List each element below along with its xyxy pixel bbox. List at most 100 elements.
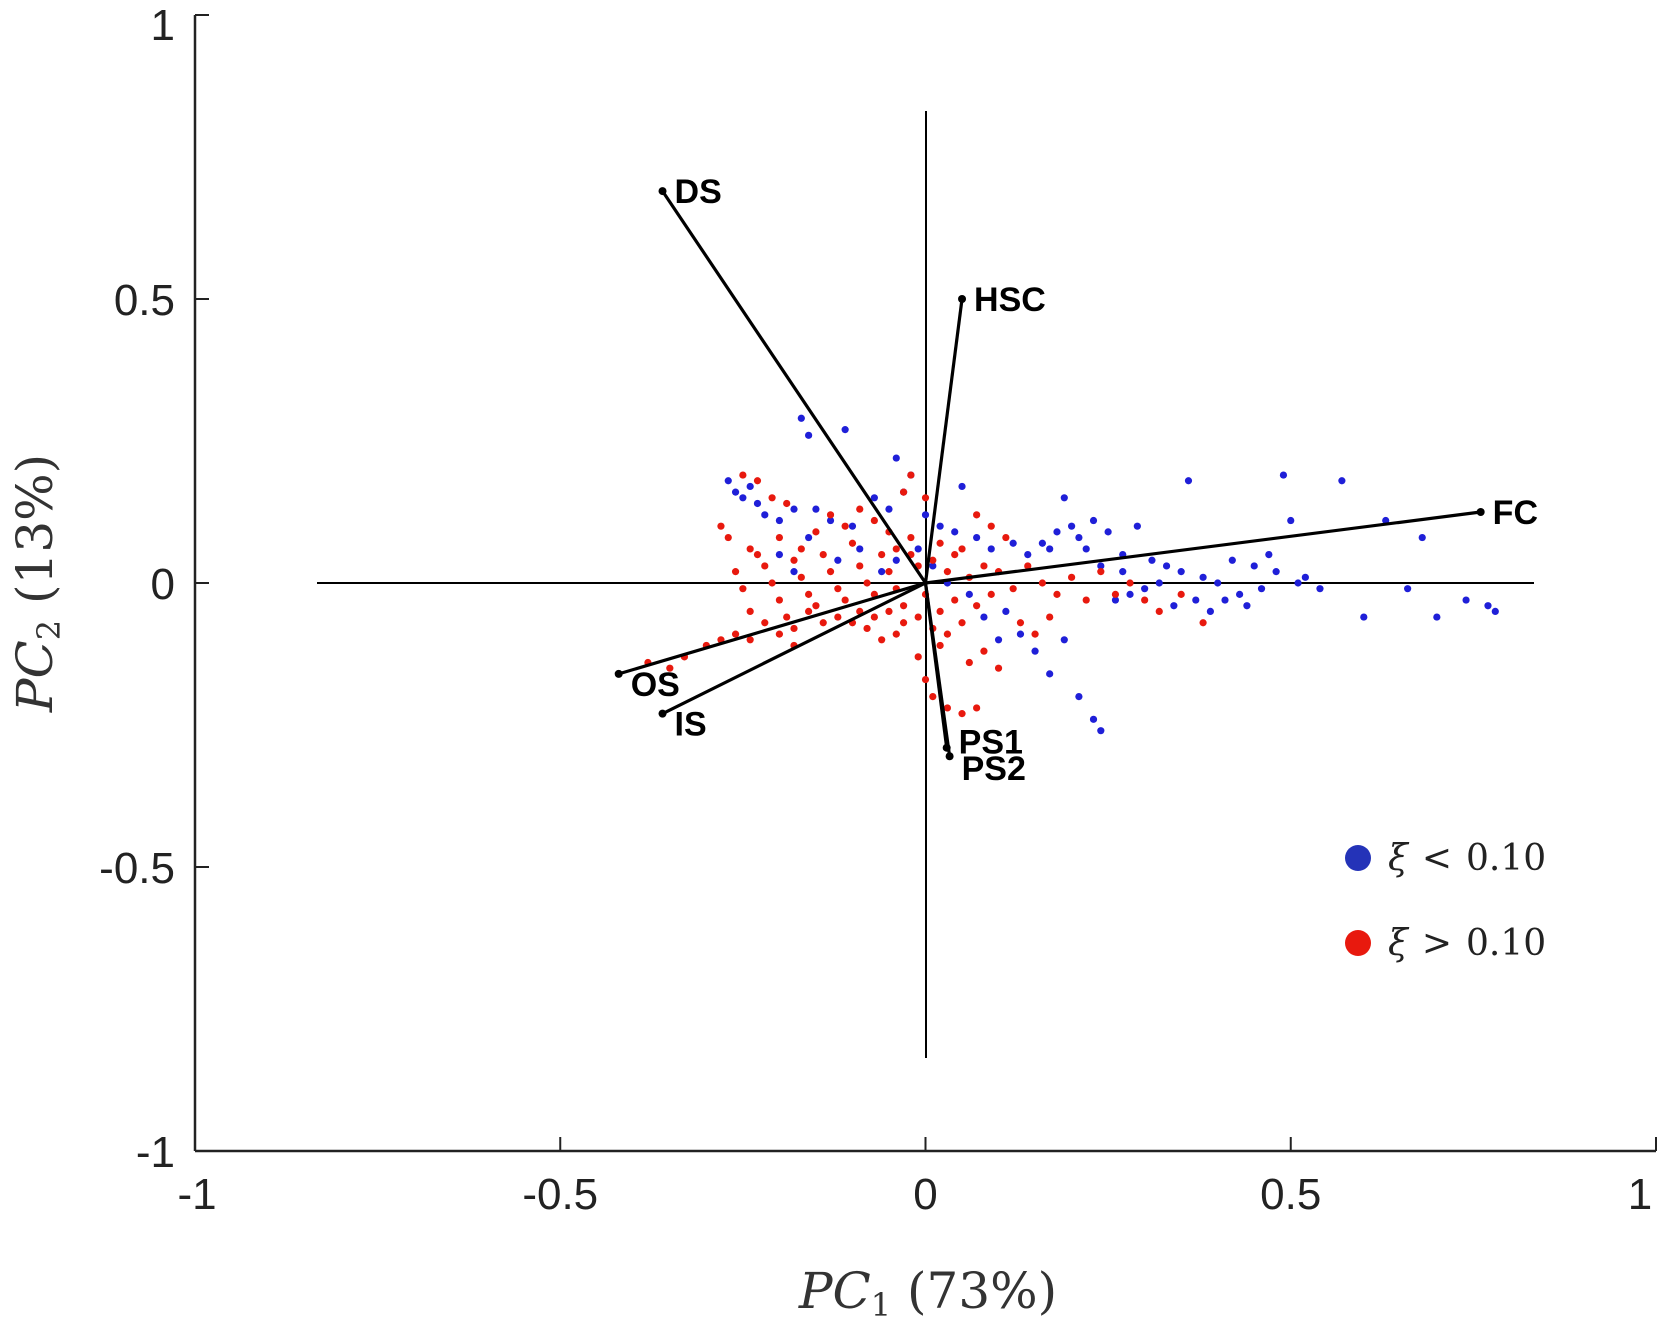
point-low-xi bbox=[1068, 522, 1076, 530]
point-low-xi bbox=[1075, 533, 1083, 542]
point-high-xi bbox=[1082, 596, 1090, 604]
point-low-xi bbox=[1046, 670, 1054, 678]
point-low-xi bbox=[965, 590, 973, 598]
point-low-xi bbox=[914, 545, 922, 553]
point-low-xi bbox=[1119, 568, 1127, 576]
loading-label-ps2: PS2 bbox=[962, 750, 1026, 788]
point-high-xi bbox=[731, 568, 740, 576]
point-high-xi bbox=[921, 494, 930, 502]
point-high-xi bbox=[826, 511, 835, 519]
point-low-xi bbox=[1082, 545, 1090, 553]
point-low-xi bbox=[848, 522, 857, 530]
point-high-xi bbox=[1155, 607, 1163, 616]
point-low-xi bbox=[1155, 579, 1163, 587]
point-high-xi bbox=[790, 624, 798, 633]
point-high-xi bbox=[717, 522, 725, 530]
loading-endpoint bbox=[1476, 508, 1485, 516]
point-low-xi bbox=[1016, 630, 1025, 638]
point-high-xi bbox=[848, 539, 857, 547]
point-low-xi bbox=[1097, 562, 1105, 570]
point-high-xi bbox=[783, 499, 791, 508]
point-high-xi bbox=[834, 585, 842, 593]
point-high-xi bbox=[1031, 630, 1039, 638]
point-low-xi bbox=[1484, 602, 1492, 610]
point-high-xi bbox=[819, 619, 827, 627]
svg-text:PC2 (13%): PC2 (13%) bbox=[6, 454, 68, 713]
point-low-xi bbox=[1111, 596, 1120, 604]
legend-marker-high bbox=[1345, 930, 1371, 956]
point-high-xi bbox=[856, 505, 864, 513]
point-high-xi bbox=[856, 562, 864, 570]
point-high-xi bbox=[943, 568, 952, 576]
point-high-xi bbox=[863, 624, 871, 633]
point-low-xi bbox=[1184, 477, 1193, 485]
x-axis-title: PC1 (73%) bbox=[798, 1262, 1057, 1317]
point-high-xi bbox=[870, 516, 878, 525]
y-tick-label: -1 bbox=[136, 1128, 175, 1177]
point-low-xi bbox=[1338, 477, 1346, 485]
legend-label-high: ξ >0.10 bbox=[1388, 923, 1546, 964]
point-high-xi bbox=[746, 636, 754, 644]
point-high-xi bbox=[994, 664, 1003, 672]
point-high-xi bbox=[958, 710, 966, 718]
point-low-xi bbox=[958, 482, 966, 491]
point-high-xi bbox=[761, 562, 769, 570]
point-high-xi bbox=[885, 568, 893, 576]
legend-label-low: ξ <0.10 bbox=[1388, 838, 1546, 879]
point-high-xi bbox=[907, 471, 915, 479]
point-low-xi bbox=[1089, 516, 1098, 525]
point-high-xi bbox=[863, 579, 871, 587]
point-high-xi bbox=[746, 607, 754, 616]
point-low-xi bbox=[870, 494, 878, 502]
point-low-xi bbox=[1046, 545, 1054, 553]
loading-endpoint bbox=[614, 669, 623, 678]
point-low-xi bbox=[1236, 590, 1244, 598]
point-low-xi bbox=[1038, 539, 1046, 547]
y-tick-label: 1 bbox=[151, 1, 175, 50]
point-low-xi bbox=[753, 499, 762, 508]
point-high-xi bbox=[921, 675, 930, 684]
y-axis-title: PC2 (13%) bbox=[6, 454, 68, 713]
point-low-xi bbox=[797, 414, 805, 422]
point-low-xi bbox=[1053, 528, 1061, 536]
point-low-xi bbox=[1075, 693, 1083, 701]
point-high-xi bbox=[951, 596, 959, 604]
point-high-xi bbox=[797, 573, 805, 581]
point-high-xi bbox=[775, 596, 784, 604]
point-low-xi bbox=[1141, 585, 1149, 593]
svg-text:PC1 (73%): PC1 (73%) bbox=[798, 1262, 1057, 1317]
point-low-xi bbox=[1462, 596, 1470, 604]
loading-label-ps1: PS1 bbox=[959, 724, 1023, 762]
point-high-xi bbox=[899, 602, 908, 610]
point-low-xi bbox=[1089, 715, 1098, 723]
point-low-xi bbox=[1031, 647, 1039, 655]
point-high-xi bbox=[929, 693, 937, 701]
point-low-xi bbox=[1265, 551, 1273, 559]
point-high-xi bbox=[746, 545, 754, 553]
point-high-xi bbox=[965, 658, 973, 667]
point-high-xi bbox=[768, 579, 776, 587]
loading-endpoint bbox=[658, 187, 667, 196]
point-low-xi bbox=[1279, 471, 1288, 479]
point-low-xi bbox=[1250, 562, 1258, 570]
point-low-xi bbox=[1060, 494, 1068, 502]
point-low-xi bbox=[826, 516, 835, 525]
point-low-xi bbox=[739, 494, 747, 502]
point-low-xi bbox=[1491, 607, 1499, 616]
point-high-xi bbox=[1141, 596, 1149, 604]
point-low-xi bbox=[812, 505, 820, 513]
point-low-xi bbox=[1192, 596, 1200, 604]
point-high-xi bbox=[753, 551, 762, 559]
point-high-xi bbox=[812, 602, 820, 610]
point-high-xi bbox=[973, 602, 981, 610]
loading-endpoint bbox=[658, 709, 667, 718]
point-high-xi bbox=[878, 551, 886, 559]
point-high-xi bbox=[870, 613, 878, 621]
loading-endpoint bbox=[945, 752, 954, 761]
point-high-xi bbox=[768, 494, 776, 502]
point-low-xi bbox=[775, 516, 784, 525]
point-high-xi bbox=[899, 619, 908, 627]
point-low-xi bbox=[1243, 602, 1251, 610]
point-high-xi bbox=[666, 664, 674, 672]
